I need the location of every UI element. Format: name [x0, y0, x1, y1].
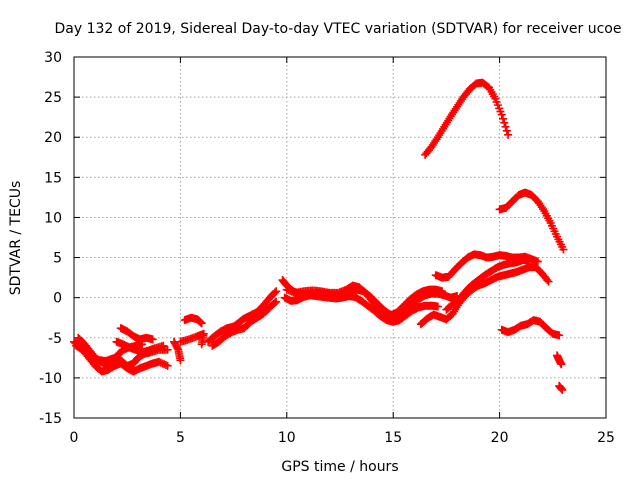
data-point — [438, 287, 447, 296]
data-point — [163, 345, 172, 354]
chart-title: Day 132 of 2019, Sidereal Day-to-day VTE… — [55, 21, 622, 37]
series-arc-6 — [170, 337, 185, 365]
y-tick-label: 25 — [44, 90, 62, 106]
data-series — [70, 78, 568, 394]
data-point — [272, 287, 281, 296]
data-point — [196, 318, 205, 327]
series-arc-2 — [72, 341, 172, 376]
series-arc-5 — [112, 337, 147, 352]
data-point — [533, 257, 542, 266]
y-axis-label: SDTVAR / TECUs — [8, 181, 24, 296]
plot-frame — [73, 56, 607, 419]
data-point — [173, 344, 182, 353]
data-point — [195, 317, 204, 326]
data-point — [270, 298, 279, 307]
data-point — [433, 302, 442, 311]
data-point — [197, 319, 206, 328]
data-point — [543, 276, 552, 285]
y-tick-label: 5 — [53, 251, 62, 267]
data-point — [272, 297, 281, 306]
data-point — [558, 385, 567, 394]
series-arc-7 — [176, 329, 208, 349]
y-tick-label: -5 — [48, 331, 62, 347]
data-point — [499, 114, 508, 123]
series-arc-8 — [180, 313, 206, 328]
data-point — [500, 118, 509, 127]
data-point — [555, 331, 564, 340]
series-arc-19 — [497, 316, 564, 340]
series-arc-21 — [555, 381, 567, 394]
series-arc-20 — [553, 351, 566, 369]
axis-ticks: 0 5 10 15 20 25 -15 -10 -5 0 5 10 15 20 25 30 — [39, 50, 615, 446]
data-point — [525, 256, 534, 265]
data-point — [138, 340, 147, 349]
y-tick-label: 10 — [44, 210, 62, 226]
y-tick-label: 0 — [53, 291, 62, 307]
data-point — [557, 360, 566, 369]
series-arc-9 — [204, 287, 281, 346]
data-point — [270, 288, 279, 297]
y-tick-label: 20 — [44, 130, 62, 146]
x-axis-label: GPS time / hours — [281, 459, 398, 475]
x-tick-label: 15 — [384, 430, 402, 446]
data-point — [544, 277, 553, 286]
data-point — [197, 340, 206, 349]
series-arc-13 — [282, 281, 447, 320]
x-tick-label: 25 — [597, 430, 615, 446]
x-tick-label: 0 — [70, 430, 79, 446]
x-tick-label: 20 — [491, 430, 509, 446]
data-point — [161, 361, 170, 370]
series-arc-12 — [280, 291, 442, 326]
series-arc-14 — [421, 78, 513, 159]
data-point — [559, 245, 568, 254]
data-point — [502, 126, 511, 135]
y-tick-label: 15 — [44, 170, 62, 186]
y-tick-label: -15 — [39, 411, 62, 427]
data-point — [497, 110, 506, 119]
data-point — [504, 130, 513, 139]
series-arc-15 — [495, 188, 568, 254]
x-tick-label: 5 — [176, 430, 185, 446]
series-arc-10 — [208, 297, 281, 350]
data-point — [176, 356, 185, 365]
data-point — [163, 361, 172, 370]
x-tick-label: 10 — [278, 430, 296, 446]
series-arc-18 — [442, 255, 534, 314]
y-tick-label: 30 — [44, 50, 62, 66]
data-point — [148, 335, 157, 344]
data-point — [501, 122, 510, 131]
y-tick-label: -10 — [39, 371, 62, 387]
grid — [74, 57, 606, 418]
data-point — [159, 341, 168, 350]
